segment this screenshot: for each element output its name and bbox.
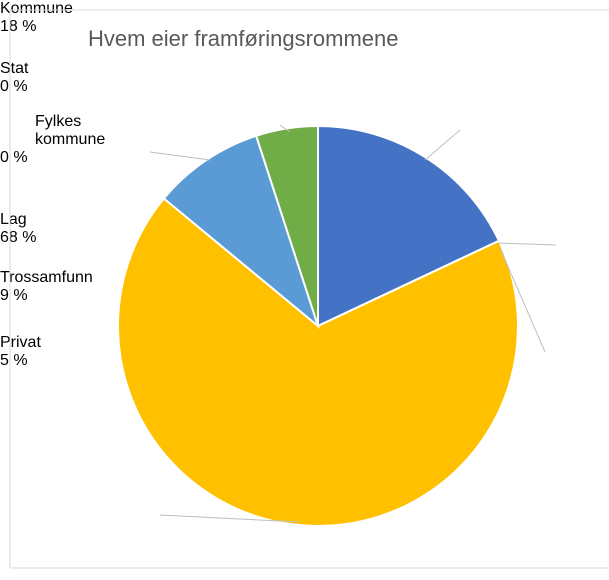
value-label: 18 % (0, 18, 37, 35)
category-label: Lag (0, 211, 27, 228)
category-label: Kommune (0, 0, 73, 17)
leader-line (159, 514, 301, 523)
leader-line (499, 247, 546, 353)
leader-line (279, 124, 291, 133)
category-label: Stat (0, 60, 29, 77)
value-label: 5 % (0, 352, 28, 369)
pie-slice (317, 124, 501, 328)
callout: Lag 68 % (0, 211, 78, 269)
callout: Kommune 18 % (0, 0, 126, 60)
value-label: 0 % (0, 78, 28, 95)
category-label: Trossamfunn (0, 269, 93, 286)
value-label: 0 % (0, 149, 28, 166)
leader-line (497, 242, 557, 246)
pie-slice (162, 134, 321, 329)
chart-border (9, 9, 609, 569)
pie-slice (254, 124, 319, 327)
leader-line (424, 129, 461, 161)
leader-line (149, 151, 211, 161)
chart-title: Hvem eier framføringsrommene (88, 26, 399, 51)
callout: Trossamfunn 9 % (0, 269, 125, 334)
value-label: 9 % (0, 287, 28, 304)
callout: Fylkes kommune 0 % (0, 113, 130, 211)
value-label: 68 % (0, 229, 37, 246)
category-label: Fylkes kommune (35, 113, 106, 148)
pie-slice (117, 197, 519, 527)
callout: Stat 0 % (0, 60, 70, 113)
